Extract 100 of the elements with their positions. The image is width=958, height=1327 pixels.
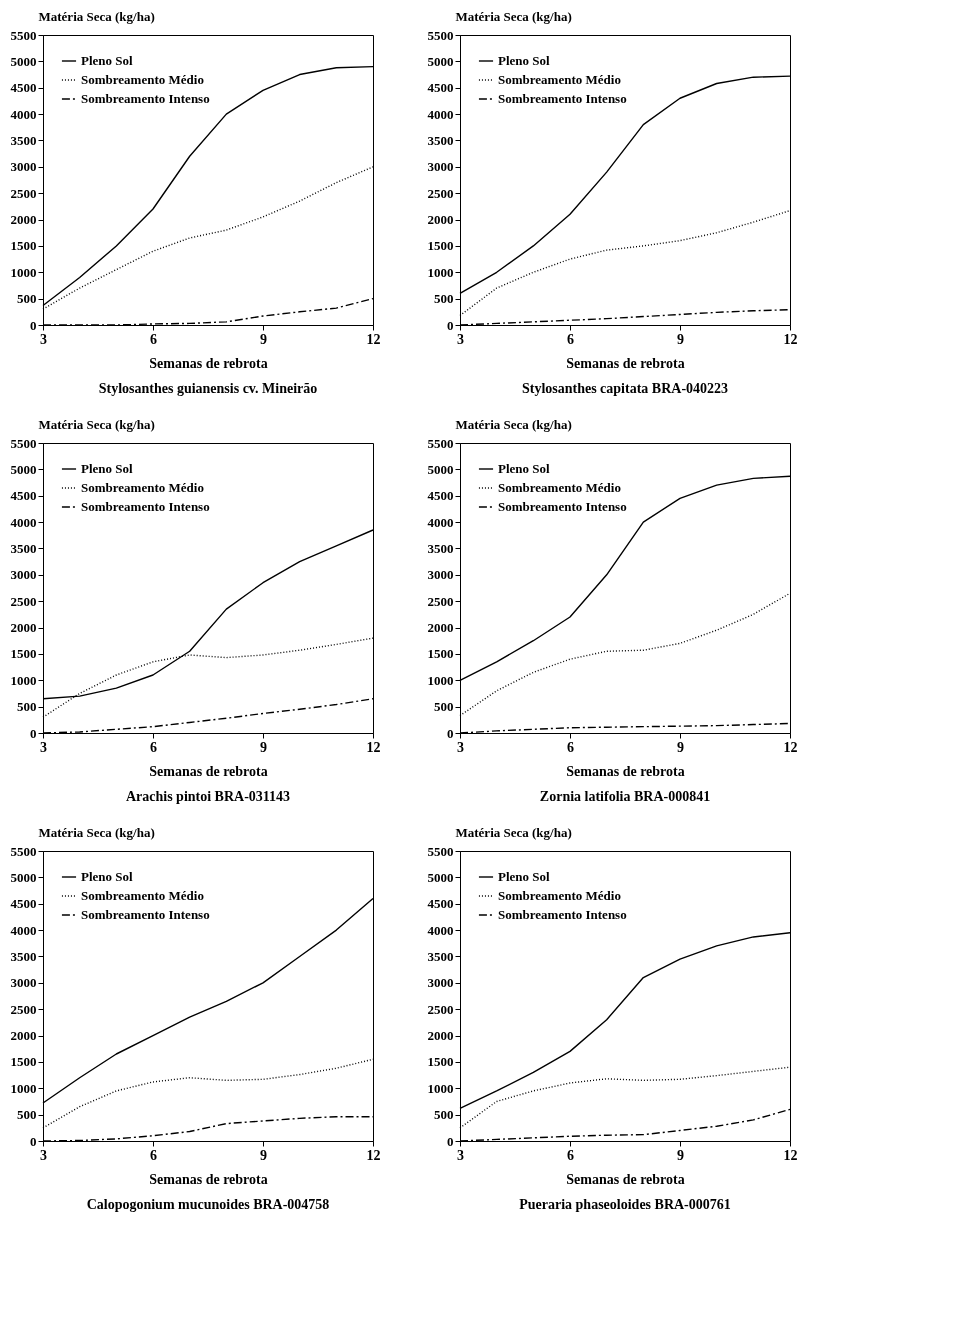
y-tick-label: 1000 bbox=[10, 1080, 37, 1096]
text: Zornia latifolia BRA-000841 bbox=[539, 789, 711, 804]
line-series bbox=[42, 1058, 374, 1129]
y-tick-label: 3000 bbox=[427, 159, 454, 175]
y-tick-label: 0 bbox=[447, 1133, 454, 1149]
y-axis-title: Matéria Seca (kg/ha) bbox=[38, 8, 155, 24]
y-tick-label: 1000 bbox=[427, 672, 454, 688]
y-tick-label: 500 bbox=[17, 699, 37, 715]
y-tick-label: 5000 bbox=[427, 869, 454, 885]
y-tick-label: 1500 bbox=[427, 238, 454, 254]
y-tick-label: 2000 bbox=[427, 620, 454, 636]
y-tick-label: 0 bbox=[30, 317, 37, 333]
y-axis-title: Matéria Seca (kg/ha) bbox=[38, 824, 155, 840]
y-tick-label: 4000 bbox=[10, 514, 37, 530]
y-tick-label: 4000 bbox=[10, 922, 37, 938]
y-tick-label: 2000 bbox=[10, 620, 37, 636]
y-tick-label: 5500 bbox=[10, 843, 37, 859]
line-series bbox=[459, 592, 791, 717]
y-tick-label: 1500 bbox=[10, 238, 37, 254]
y-tick-label: 1000 bbox=[427, 1080, 454, 1096]
x-tick-label: 3 bbox=[457, 331, 464, 347]
y-tick-label: 2000 bbox=[427, 212, 454, 228]
y-tick-label: 4500 bbox=[427, 80, 454, 96]
y-tick-label: 5000 bbox=[10, 53, 37, 69]
legend-label: Pleno Sol bbox=[498, 53, 551, 68]
legend-label: Sombreamento Intenso bbox=[81, 499, 210, 514]
y-tick-label: 2500 bbox=[427, 185, 454, 201]
y-axis-title: Matéria Seca (kg/ha) bbox=[455, 8, 572, 24]
y-tick-label: 5500 bbox=[427, 435, 454, 451]
y-tick-label: 5000 bbox=[10, 869, 37, 885]
y-tick-label: 3500 bbox=[427, 948, 454, 964]
legend-label: Sombreamento Médio bbox=[498, 72, 621, 87]
legend-label: Sombreamento Médio bbox=[81, 888, 204, 903]
y-tick-label: 3500 bbox=[427, 132, 454, 148]
y-axis-title: Matéria Seca (kg/ha) bbox=[455, 416, 572, 432]
y-tick-label: 4500 bbox=[427, 896, 454, 912]
x-axis-title: Semanas de rebrota bbox=[149, 1171, 268, 1187]
x-tick-label: 9 bbox=[260, 739, 267, 755]
x-tick-label: 6 bbox=[567, 1147, 574, 1163]
legend-label: Sombreamento Médio bbox=[498, 888, 621, 903]
y-tick-label: 4500 bbox=[427, 488, 454, 504]
y-tick-label: 4000 bbox=[427, 922, 454, 938]
x-tick-label: 3 bbox=[40, 739, 47, 755]
x-axis-title: Semanas de rebrota bbox=[566, 355, 685, 371]
legend-label: Sombreamento Médio bbox=[498, 480, 621, 495]
y-tick-label: 500 bbox=[17, 291, 37, 307]
legend-label: Pleno Sol bbox=[498, 461, 551, 476]
x-tick-label: 6 bbox=[150, 331, 157, 347]
y-tick-label: 1500 bbox=[427, 646, 454, 662]
y-tick-label: 4500 bbox=[10, 488, 37, 504]
y-tick-label: 0 bbox=[447, 725, 454, 741]
y-tick-label: 500 bbox=[434, 699, 454, 715]
y-axis-title: Matéria Seca (kg/ha) bbox=[455, 824, 572, 840]
line-series bbox=[459, 1066, 791, 1129]
y-tick-label: 2000 bbox=[427, 1028, 454, 1044]
legend-label: Pleno Sol bbox=[81, 53, 134, 68]
y-tick-label: 4500 bbox=[10, 80, 37, 96]
y-tick-label: 0 bbox=[447, 317, 454, 333]
x-axis-title: Semanas de rebrota bbox=[566, 763, 685, 779]
x-tick-label: 3 bbox=[457, 1147, 464, 1163]
y-tick-label: 5000 bbox=[10, 461, 37, 477]
y-tick-label: 500 bbox=[434, 1107, 454, 1123]
y-tick-label: 3000 bbox=[427, 975, 454, 991]
y-tick-label: 3500 bbox=[10, 948, 37, 964]
y-tick-label: 5500 bbox=[427, 27, 454, 43]
x-tick-label: 6 bbox=[567, 331, 574, 347]
y-tick-label: 2500 bbox=[10, 1001, 37, 1017]
x-tick-label: 9 bbox=[677, 1147, 684, 1163]
y-tick-label: 1000 bbox=[10, 672, 37, 688]
x-tick-label: 6 bbox=[150, 739, 157, 755]
legend-label: Pleno Sol bbox=[81, 869, 134, 884]
text: Arachis pintoi BRA-031143 bbox=[125, 789, 291, 804]
legend-label: Sombreamento Médio bbox=[81, 480, 204, 495]
x-axis-title: Semanas de rebrota bbox=[149, 763, 268, 779]
y-tick-label: 0 bbox=[30, 725, 37, 741]
x-axis-title: Semanas de rebrota bbox=[149, 355, 268, 371]
y-tick-label: 5500 bbox=[10, 27, 37, 43]
y-tick-label: 3000 bbox=[427, 567, 454, 583]
y-tick-label: 3000 bbox=[10, 975, 37, 991]
y-tick-label: 4000 bbox=[427, 514, 454, 530]
y-tick-label: 500 bbox=[434, 291, 454, 307]
text: Stylosanthes guianensis cv. Mineirão bbox=[98, 381, 318, 396]
x-tick-label: 3 bbox=[40, 331, 47, 347]
y-tick-label: 5500 bbox=[427, 843, 454, 859]
y-tick-label: 3000 bbox=[10, 567, 37, 583]
y-tick-label: 3500 bbox=[10, 132, 37, 148]
x-tick-label: 3 bbox=[457, 739, 464, 755]
y-tick-label: 5000 bbox=[427, 53, 454, 69]
text: Calopogonium mucunoides BRA-004758 bbox=[86, 1197, 330, 1212]
legend-label: Sombreamento Intenso bbox=[498, 499, 627, 514]
text: Stylosanthes capitata BRA-040223 bbox=[521, 381, 729, 396]
x-tick-label: 12 bbox=[366, 331, 381, 347]
y-tick-label: 2500 bbox=[427, 1001, 454, 1017]
y-tick-label: 4500 bbox=[10, 896, 37, 912]
y-tick-label: 3500 bbox=[427, 540, 454, 556]
legend-label: Sombreamento Intenso bbox=[498, 907, 627, 922]
y-tick-label: 0 bbox=[30, 1133, 37, 1149]
text: Pueraria phaseoloides BRA-000761 bbox=[519, 1197, 731, 1212]
legend-label: Pleno Sol bbox=[498, 869, 551, 884]
y-tick-label: 3500 bbox=[10, 540, 37, 556]
